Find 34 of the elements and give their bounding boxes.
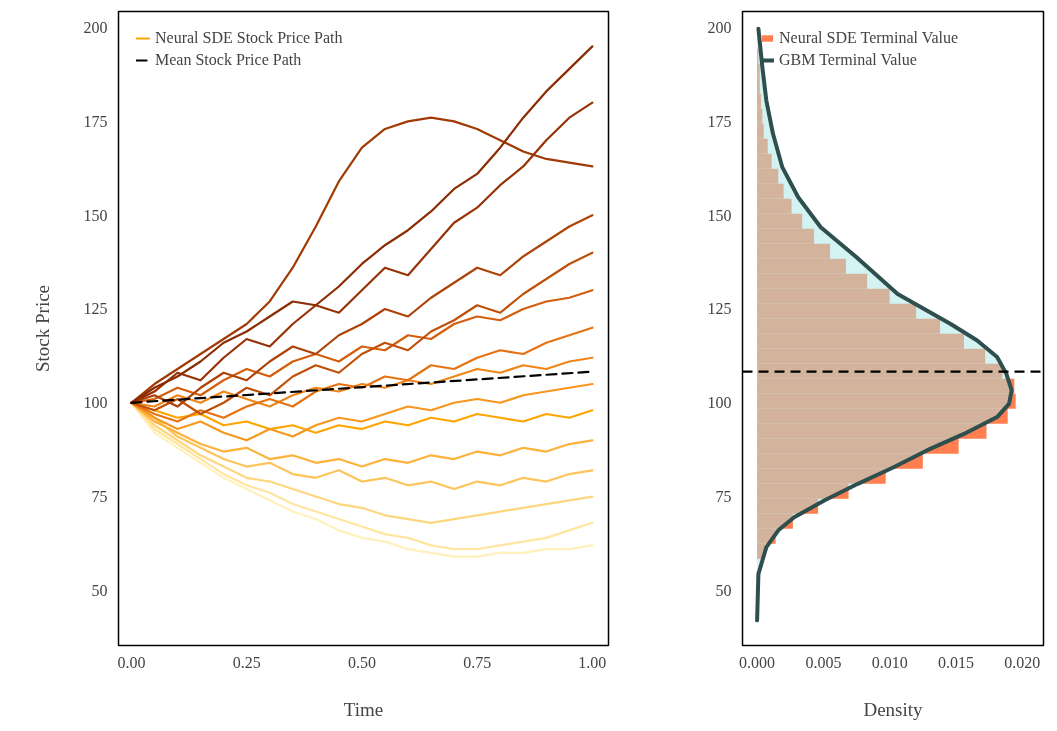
y-tick-label: 50 — [715, 581, 732, 599]
legend-label: Neural SDE Terminal Value — [779, 29, 959, 47]
line-series — [130, 251, 594, 416]
y-tick-label: 75 — [715, 488, 732, 506]
x-tick-label: 0.015 — [937, 653, 974, 671]
legend-label: GBM Terminal Value — [779, 51, 917, 69]
legend-label: Neural SDE Stock Price Path — [155, 29, 343, 47]
legend-label: Mean Stock Price Path — [155, 51, 302, 69]
y-tick-label: 175 — [83, 112, 108, 130]
y-tick-label: 50 — [91, 581, 108, 599]
y-tick-label: 75 — [91, 488, 108, 506]
x-tick-label: 0.00 — [117, 653, 146, 671]
x-tick-label: 0.75 — [463, 653, 492, 671]
y-tick-label: 100 — [707, 394, 732, 412]
x-tick-label: 0.50 — [347, 653, 376, 671]
x-tick-label: 0.25 — [232, 653, 261, 671]
x-tick-label: 0.000 — [739, 653, 776, 671]
y-tick-label: 150 — [707, 206, 732, 224]
x-tick-label: 0.010 — [871, 653, 908, 671]
line-series — [130, 45, 594, 404]
y-tick-label: 200 — [707, 19, 732, 37]
y-tick-label: 150 — [83, 206, 108, 224]
y-axis-title: Stock Price — [31, 284, 53, 373]
line-series — [130, 326, 594, 423]
y-tick-label: 200 — [83, 19, 108, 37]
y-tick-label: 100 — [83, 394, 108, 412]
x-axis-title: Time — [343, 698, 384, 720]
x-tick-label: 0.005 — [805, 653, 842, 671]
x-tick-label: 0.020 — [1004, 653, 1041, 671]
x-axis-title: Density — [863, 698, 924, 720]
y-tick-label: 125 — [707, 300, 732, 318]
x-tick-label: 1.00 — [578, 653, 607, 671]
y-tick-label: 175 — [707, 112, 732, 130]
y-tick-label: 125 — [83, 300, 108, 318]
